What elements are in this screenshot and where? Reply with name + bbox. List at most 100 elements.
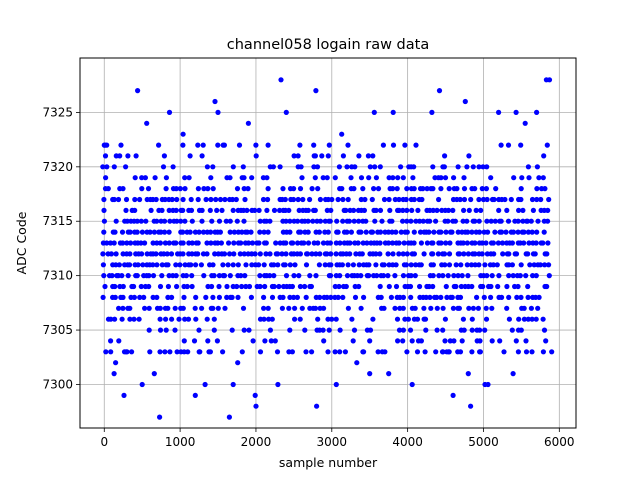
data-point: [163, 186, 169, 192]
data-point: [381, 262, 387, 268]
data-point: [242, 273, 248, 279]
data-point: [525, 283, 531, 290]
data-point: [233, 196, 239, 203]
data-point: [127, 316, 133, 322]
data-point: [381, 196, 388, 203]
data-point: [108, 316, 114, 322]
data-point: [544, 251, 550, 257]
data-point: [532, 251, 538, 257]
data-point: [184, 283, 190, 290]
data-point: [188, 262, 194, 268]
data-point: [375, 186, 382, 192]
data-point: [404, 186, 410, 192]
data-point: [196, 327, 202, 333]
data-point: [319, 153, 325, 159]
data-point: [150, 240, 156, 246]
data-point: [395, 338, 401, 344]
data-point: [239, 283, 245, 290]
data-point: [515, 349, 522, 355]
data-point: [521, 229, 527, 235]
data-point: [166, 109, 173, 115]
data-point: [360, 186, 366, 192]
data-point: [277, 164, 283, 170]
data-point: [261, 294, 267, 300]
data-point: [165, 283, 171, 290]
data-point: [182, 262, 188, 268]
data-point: [394, 316, 401, 322]
data-point: [451, 175, 457, 181]
data-point: [111, 196, 117, 203]
data-point: [544, 283, 550, 290]
data-point: [430, 283, 436, 290]
data-point: [353, 251, 359, 257]
data-point: [328, 262, 334, 268]
data-point: [195, 240, 201, 246]
data-point: [189, 283, 195, 290]
data-point: [517, 273, 523, 279]
data-point: [440, 273, 446, 279]
data-point: [536, 175, 542, 181]
data-point: [321, 305, 327, 311]
data-point: [226, 240, 232, 246]
data-point: [325, 316, 331, 322]
data-point: [104, 240, 110, 246]
data-point: [534, 164, 541, 170]
data-point: [263, 251, 269, 257]
data-point: [154, 218, 160, 224]
data-point: [476, 164, 482, 170]
data-point: [351, 186, 357, 192]
data-point: [283, 251, 289, 257]
data-point: [182, 316, 188, 322]
data-point: [160, 164, 167, 170]
data-point: [177, 186, 183, 192]
data-point: [530, 273, 536, 279]
data-point: [515, 218, 521, 224]
data-point: [465, 273, 471, 279]
data-point: [358, 196, 364, 203]
data-point: [261, 305, 267, 311]
data-point: [503, 229, 509, 235]
data-point: [430, 164, 436, 170]
data-point: [307, 273, 313, 279]
data-point: [545, 218, 551, 224]
data-point: [292, 262, 298, 268]
data-point: [505, 218, 512, 224]
data-point: [396, 240, 402, 246]
data-point: [534, 196, 540, 203]
data-point: [123, 196, 130, 203]
data-point: [162, 240, 168, 246]
data-point: [450, 207, 456, 213]
data-point: [314, 403, 320, 409]
data-point: [265, 186, 271, 192]
data-point: [518, 327, 524, 333]
y-axis-ticks: 7300 7305 7310 7315 7320 7325: [42, 105, 80, 391]
data-point: [420, 218, 426, 224]
data-point: [546, 262, 552, 268]
data-point: [287, 229, 293, 235]
data-point: [461, 251, 467, 257]
data-point: [345, 196, 351, 203]
data-point: [199, 305, 205, 311]
data-point: [257, 283, 263, 290]
data-point: [132, 175, 138, 181]
data-point: [499, 240, 506, 246]
data-point: [404, 218, 410, 224]
data-point: [103, 175, 109, 181]
data-point: [542, 262, 548, 268]
data-point: [498, 218, 504, 224]
data-point: [188, 196, 194, 203]
data-point: [152, 175, 158, 181]
data-point: [521, 316, 528, 322]
data-point: [328, 251, 334, 257]
data-point: [348, 229, 354, 235]
data-point: [423, 294, 429, 300]
data-point: [459, 273, 465, 279]
data-point: [230, 164, 236, 170]
data-point: [518, 186, 524, 192]
data-point: [277, 207, 283, 213]
data-point: [138, 240, 144, 246]
data-point: [116, 262, 122, 268]
data-point: [210, 262, 216, 268]
data-point: [268, 338, 274, 344]
data-point: [257, 229, 263, 235]
